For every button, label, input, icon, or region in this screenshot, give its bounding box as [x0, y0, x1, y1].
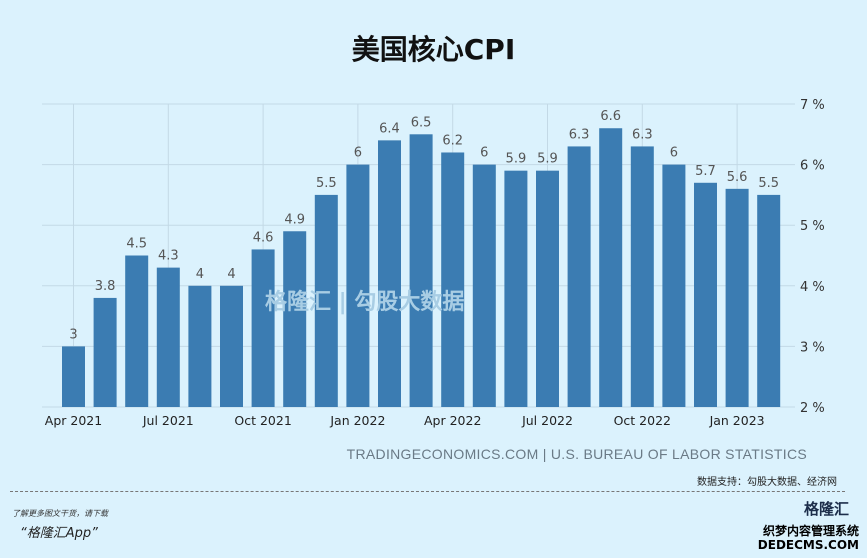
y-tick-label: 4 % — [800, 280, 825, 295]
bar — [630, 146, 654, 408]
bar-chart: 2 % 3 % 4 % 5 % 6 % 7 % Apr 2021 Jul 2021 Oct 20… — [42, 98, 825, 428]
bar — [125, 255, 149, 407]
chart-title: 美国核心CPI — [351, 33, 516, 66]
y-tick-label: 3 % — [800, 340, 825, 355]
site-watermark-url: DEDECMS.COM — [757, 538, 859, 552]
bar — [599, 128, 623, 408]
data-label: 6.5 — [411, 115, 432, 130]
x-tick-label: Apr 2021 — [45, 413, 102, 428]
bar — [662, 164, 686, 407]
data-label: 6.4 — [379, 121, 400, 136]
x-tick-label: Jan 2023 — [709, 413, 765, 428]
bar — [694, 182, 717, 407]
data-label: 3 — [69, 327, 77, 342]
bar — [757, 194, 781, 407]
y-tick-label: 2 % — [800, 401, 825, 416]
data-label: 5.6 — [727, 170, 748, 185]
data-label: 5.5 — [316, 176, 337, 191]
x-tick-label: Jul 2022 — [521, 413, 573, 428]
bar — [504, 170, 528, 407]
bar — [567, 146, 591, 408]
data-label: 5.9 — [537, 152, 558, 167]
bar — [378, 140, 401, 408]
data-label: 6.3 — [632, 127, 653, 142]
divider — [10, 491, 845, 492]
bar — [472, 164, 496, 407]
watermark: 格隆汇 | 勾股大数据 — [265, 290, 465, 315]
x-tick-label: Oct 2021 — [234, 413, 291, 428]
data-support-text: 数据支持：勾股大数据、经济网 — [697, 477, 837, 488]
bar — [283, 231, 307, 407]
data-label: 4 — [196, 267, 204, 282]
data-label: 6 — [354, 146, 362, 161]
download-hint: 了解更多图文干货，请下载 — [12, 509, 108, 518]
data-label: 5.5 — [758, 176, 779, 191]
bar — [188, 285, 212, 407]
bar — [346, 164, 370, 407]
y-tick-label: 5 % — [800, 219, 825, 234]
data-label: 4 — [227, 267, 235, 282]
site-watermark-cn: 织梦内容管理系统 — [762, 524, 859, 538]
x-tick-label: Jul 2021 — [142, 413, 194, 428]
bar — [536, 170, 559, 407]
data-label: 6 — [480, 146, 488, 161]
bar — [314, 194, 338, 407]
x-tick-label: Jan 2022 — [329, 413, 385, 428]
data-label: 5.9 — [506, 152, 527, 167]
y-tick-label: 7 % — [800, 98, 825, 113]
bar — [409, 134, 433, 408]
data-label: 4.5 — [126, 237, 147, 252]
data-label: 6 — [670, 146, 678, 161]
y-tick-label: 6 % — [800, 159, 825, 174]
x-tick-label: Apr 2022 — [424, 413, 481, 428]
bar — [441, 152, 465, 407]
bar — [156, 267, 180, 407]
app-name: “格隆汇App” — [20, 526, 98, 541]
bar — [62, 346, 85, 407]
data-label: 4.3 — [158, 249, 179, 264]
gelonghui-logo: 格隆汇 — [803, 500, 849, 518]
bar — [251, 249, 275, 407]
site-watermark: 织梦内容管理系统 DEDECMS.COM — [758, 524, 859, 552]
data-label: 4.9 — [284, 212, 305, 227]
bar — [725, 188, 749, 407]
data-label: 6.2 — [442, 133, 463, 148]
bar — [93, 297, 117, 407]
data-label: 6.3 — [569, 127, 590, 142]
bar — [220, 285, 243, 407]
x-tick-label: Oct 2022 — [614, 413, 671, 428]
data-label: 3.8 — [95, 279, 116, 294]
data-label: 6.6 — [600, 109, 621, 124]
data-label: 4.6 — [253, 230, 274, 245]
source-text: TRADINGECONOMICS.COM | U.S. BUREAU OF LA… — [346, 446, 807, 462]
data-label: 5.7 — [695, 164, 716, 179]
